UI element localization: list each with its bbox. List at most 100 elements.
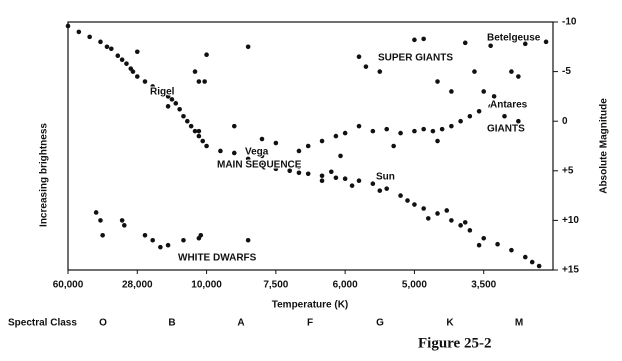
- star: [305, 171, 311, 177]
- star: [398, 130, 403, 136]
- star: [488, 104, 493, 109]
- star: [516, 74, 521, 79]
- star: [435, 211, 440, 216]
- y2-axis-label: Absolute Magnitude: [599, 98, 610, 194]
- star: [287, 168, 293, 174]
- star: [481, 235, 487, 241]
- star: [495, 241, 500, 247]
- spectral-class: B: [168, 318, 175, 329]
- figure-caption: Figure 25-2: [418, 335, 491, 351]
- star: [158, 244, 163, 250]
- spectral-class: F: [307, 318, 313, 329]
- star: [349, 183, 355, 188]
- annotation: GIANTS: [487, 124, 525, 135]
- star: [370, 128, 376, 134]
- star: [425, 216, 431, 221]
- star: [412, 37, 417, 43]
- star: [173, 101, 179, 106]
- star: [536, 263, 542, 269]
- star: [93, 210, 99, 215]
- star: [192, 128, 198, 134]
- spectral-class: O: [99, 318, 107, 329]
- star: [384, 126, 390, 132]
- star: [435, 79, 440, 84]
- star: [150, 237, 155, 243]
- star: [245, 156, 251, 162]
- star: [398, 193, 403, 198]
- star: [333, 175, 339, 181]
- star: [196, 128, 202, 134]
- annotation: Antares: [490, 100, 528, 111]
- star: [124, 61, 129, 66]
- star: [462, 40, 468, 46]
- star: [305, 143, 311, 149]
- star: [296, 170, 302, 176]
- star: [476, 242, 482, 248]
- star: [502, 113, 507, 119]
- y-tick-label: -5: [562, 66, 571, 77]
- star: [218, 148, 223, 154]
- star: [169, 97, 175, 102]
- star: [356, 123, 362, 129]
- annotation: MAIN SEQUENCE: [217, 160, 302, 171]
- star: [259, 160, 265, 166]
- star: [142, 79, 148, 84]
- star: [449, 218, 454, 223]
- star: [522, 41, 528, 47]
- x-tick-label: 5,000: [402, 280, 427, 291]
- star: [412, 202, 417, 207]
- star: [65, 23, 71, 29]
- star: [435, 138, 440, 144]
- star: [439, 126, 445, 132]
- star: [458, 223, 463, 228]
- star: [98, 218, 103, 223]
- star: [192, 69, 198, 74]
- star: [509, 247, 514, 253]
- star: [196, 79, 202, 84]
- star: [444, 208, 450, 213]
- star: [188, 123, 194, 129]
- spectral-class: M: [515, 318, 523, 329]
- star: [231, 123, 237, 129]
- star: [430, 128, 436, 134]
- spectral-class: K: [446, 318, 454, 329]
- star: [259, 153, 265, 159]
- star: [87, 34, 92, 40]
- star: [119, 57, 125, 62]
- spectral-class: A: [237, 318, 244, 329]
- star: [202, 79, 207, 84]
- star: [509, 69, 514, 74]
- star: [449, 123, 454, 129]
- star: [421, 206, 426, 211]
- star: [491, 94, 497, 99]
- x-tick-label: 6,000: [333, 280, 358, 291]
- y-tick-label: 0: [562, 116, 568, 127]
- star: [273, 140, 279, 146]
- star: [177, 106, 182, 112]
- star: [231, 150, 237, 156]
- star: [121, 223, 127, 228]
- star: [370, 181, 376, 186]
- star: [488, 43, 493, 49]
- star: [338, 153, 343, 159]
- star: [204, 143, 209, 149]
- star: [472, 69, 477, 74]
- star: [165, 94, 171, 99]
- star: [165, 242, 171, 248]
- star: [333, 133, 339, 139]
- x-tick-label: 3,500: [471, 280, 496, 291]
- annotation: Vega: [245, 147, 269, 158]
- annotation: Rigel: [150, 87, 175, 98]
- star: [296, 164, 302, 170]
- star: [142, 232, 148, 238]
- star: [76, 29, 82, 35]
- star: [204, 52, 209, 58]
- star: [356, 178, 362, 184]
- spectral-label: Spectral Class: [8, 318, 77, 329]
- x-axis-label: Temperature (K): [272, 300, 349, 311]
- y-tick-label: +5: [562, 165, 574, 176]
- star: [391, 143, 396, 149]
- star: [319, 178, 325, 184]
- star: [319, 173, 325, 179]
- star: [529, 259, 535, 265]
